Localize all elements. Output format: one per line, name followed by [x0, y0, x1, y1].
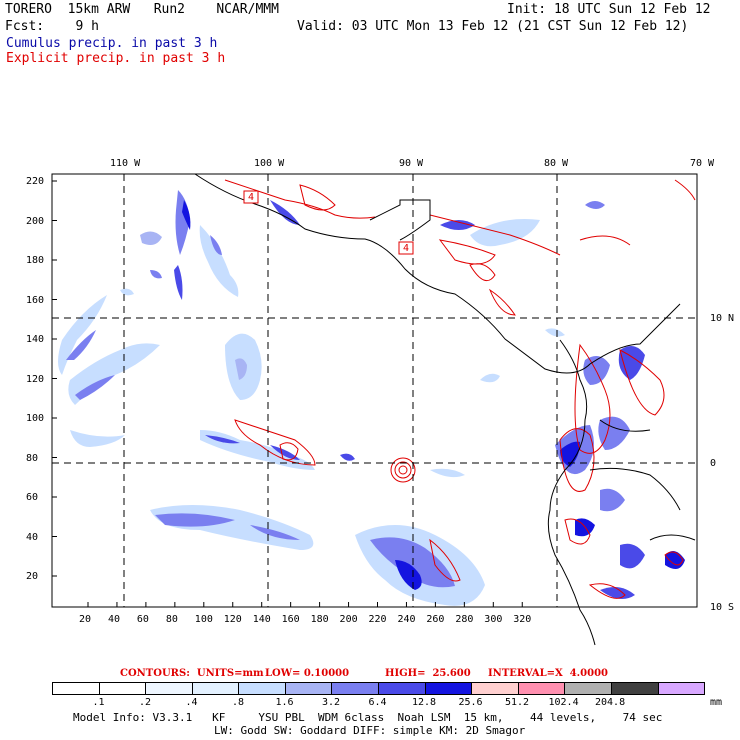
colorbar-segment	[517, 683, 565, 694]
physics-info: LW: Godd SW: Goddard DIFF: simple KM: 2D…	[214, 724, 526, 737]
axis-ticks	[52, 180, 523, 607]
colorbar-label: 12.8	[412, 697, 437, 708]
model-info: Model Info: V3.3.1 KF YSU PBL WDM 6class…	[73, 711, 663, 724]
x-tick-label: 100	[194, 614, 213, 625]
box-label-text-2: 4	[403, 243, 410, 254]
colorbar-segment	[564, 683, 611, 694]
contour-low: LOW= 0.10000	[265, 668, 350, 679]
cumulus-precip-label: Cumulus precip. in past 3 h	[6, 36, 218, 51]
colorbar-segment	[378, 683, 425, 694]
colorbar-segment	[98, 683, 146, 694]
x-tick-label: 160	[281, 614, 300, 625]
box-label-2	[398, 241, 414, 255]
coastlines	[194, 173, 696, 646]
colorbar-segment	[657, 683, 705, 694]
colorbar-segment	[191, 683, 239, 694]
x-tick-label: 220	[368, 614, 387, 625]
explicit-precip-contours	[224, 179, 696, 599]
box-label-text-1: 4	[248, 192, 255, 203]
lat-label-10n: 10 N	[710, 313, 735, 324]
x-tick-label: 20	[79, 614, 92, 625]
y-tick-label: 180	[26, 255, 45, 266]
colorbar-segment	[284, 683, 332, 694]
explicit-precip-label: Explicit precip. in past 3 h	[6, 51, 226, 66]
lon-label-80w: 80 W	[544, 158, 569, 169]
box-label-1	[243, 190, 259, 204]
x-tick-label: 260	[426, 614, 445, 625]
y-tick-label: 80	[26, 452, 39, 464]
colorbar-segment	[145, 683, 192, 694]
colorbar-label: 3.2	[322, 697, 341, 708]
x-tick-label: 280	[455, 614, 474, 625]
x-tick-label: 240	[397, 614, 416, 625]
colorbar-segment	[610, 683, 658, 694]
lon-label-70w: 70 W	[690, 158, 715, 169]
y-tick-label: 20	[26, 571, 39, 582]
model-title: TORERO 15km ARW Run2 NCAR/MMM	[5, 2, 279, 17]
colorbar-label: .8	[232, 697, 245, 708]
y-tick-label: 60	[26, 492, 39, 503]
x-tick-label: 60	[136, 614, 149, 625]
y-tick-label: 100	[26, 413, 45, 424]
contour-interval: INTERVAL=X 4.0000	[488, 668, 608, 679]
y-tick-label: 40	[26, 531, 39, 543]
colorbar-label: 1.6	[275, 697, 294, 708]
lon-label-100w: 100 W	[254, 158, 285, 169]
colorbar-units: mm	[710, 697, 723, 708]
colorbar-segment	[238, 683, 285, 694]
colorbar	[52, 682, 705, 695]
contour-units: CONTOURS: UNITS=mm	[120, 668, 264, 679]
x-tick-label: 320	[513, 614, 532, 625]
x-tick-label: 300	[484, 614, 503, 625]
colorbar-label: 51.2	[505, 697, 530, 708]
lon-label-110w: 110 W	[110, 158, 141, 169]
colorbar-segment	[331, 683, 379, 694]
x-tick-label: 120	[223, 614, 242, 625]
colorbar-label: .2	[139, 697, 152, 708]
contour-high: HIGH= 25.600	[385, 668, 471, 679]
x-tick-label: 180	[310, 614, 329, 625]
colorbar-segment	[53, 683, 99, 694]
y-tick-label: 200	[26, 215, 45, 227]
lat-label-10s: 10 S	[710, 602, 735, 613]
colorbar-segment	[424, 683, 472, 694]
x-tick-label: 200	[339, 614, 358, 625]
forecast-hour: Fcst: 9 h	[5, 19, 99, 34]
colorbar-label: 204.8	[595, 697, 626, 708]
cumulus-precip-shading	[58, 190, 685, 606]
y-tick-label: 120	[26, 373, 45, 385]
colorbar-label: .1	[92, 697, 105, 708]
colorbar-label: .4	[185, 697, 198, 708]
x-tick-label: 140	[252, 614, 271, 625]
valid-time: Valid: 03 UTC Mon 13 Feb 12 (21 CST Sun …	[297, 19, 689, 34]
colorbar-label: 6.4	[368, 697, 387, 708]
lat-label-0: 0	[710, 458, 717, 469]
y-tick-label: 220	[26, 176, 45, 187]
x-tick-label: 80	[165, 614, 178, 625]
colorbar-segment	[471, 683, 518, 694]
init-time: Init: 18 UTC Sun 12 Feb 12	[507, 2, 711, 17]
y-tick-label: 140	[26, 334, 45, 345]
colorbar-label: 102.4	[548, 697, 579, 708]
lon-label-90w: 90 W	[399, 158, 424, 169]
y-tick-label: 160	[26, 294, 45, 306]
colorbar-label: 25.6	[458, 697, 483, 708]
x-tick-label: 40	[107, 614, 120, 625]
